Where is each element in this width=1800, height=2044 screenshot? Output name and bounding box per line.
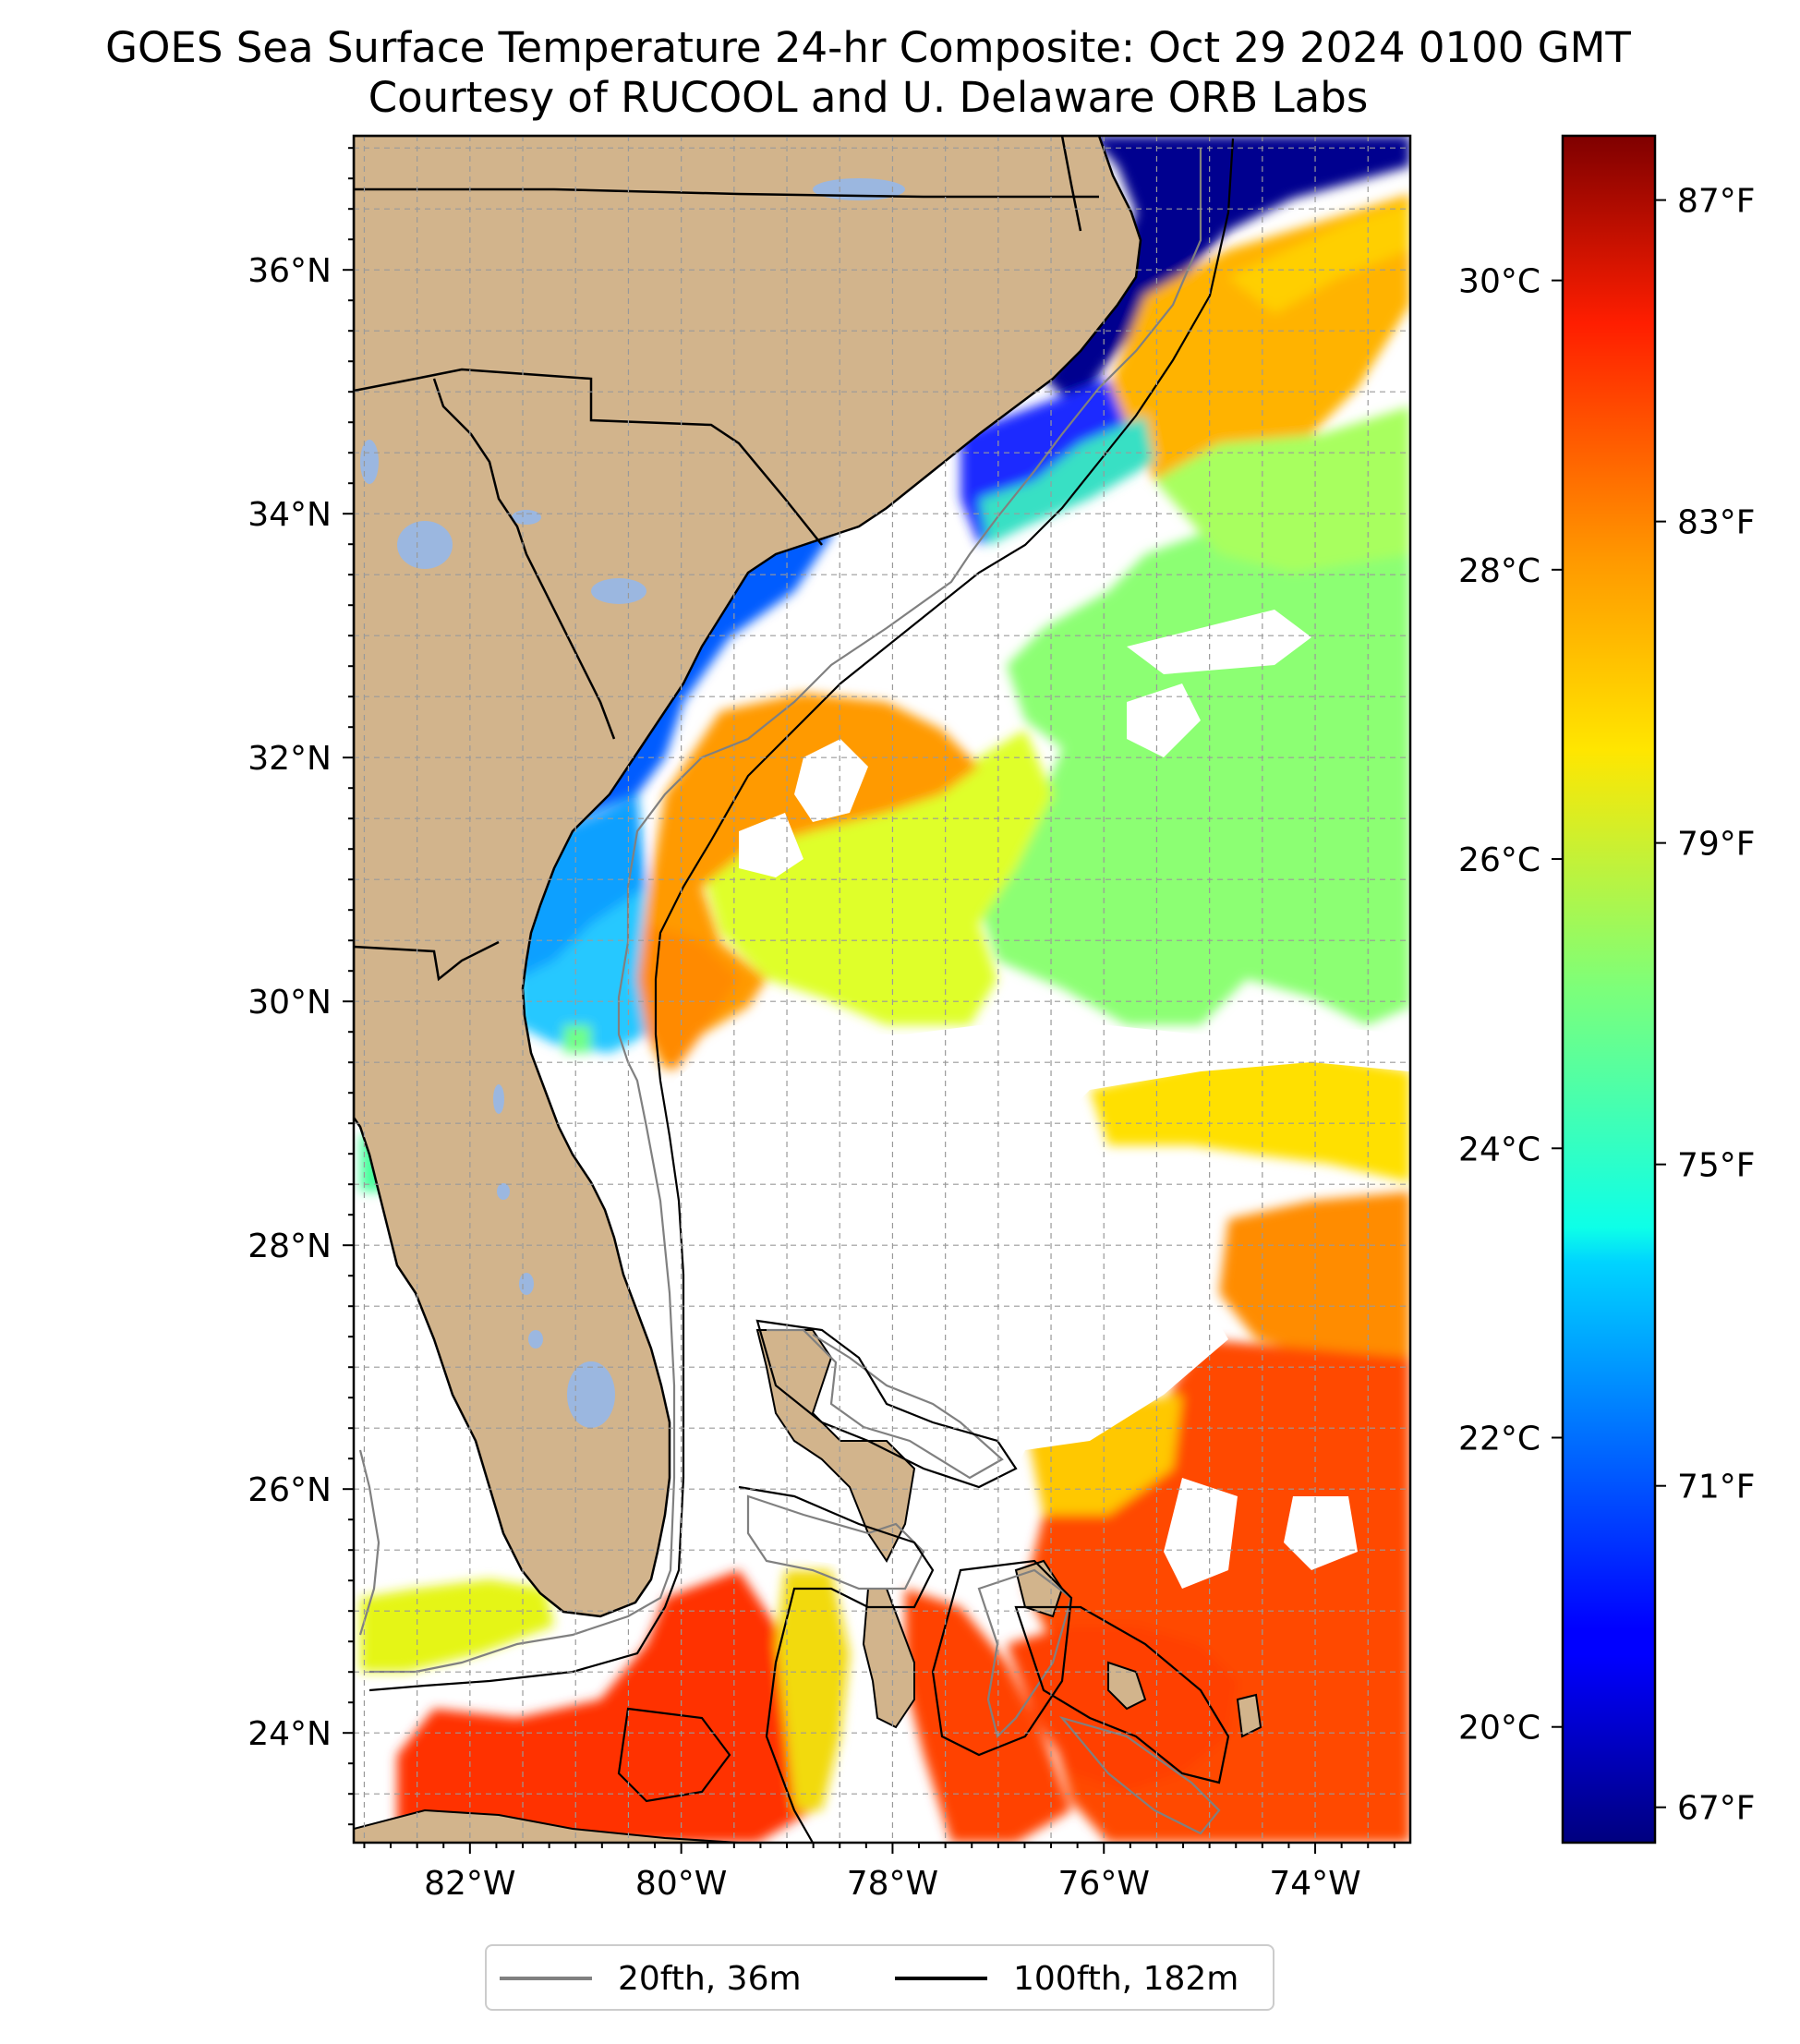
state-borders <box>354 136 1099 982</box>
legend-label-100fth: 100fth, 182m <box>1013 1959 1239 1998</box>
isobath-20fth <box>358 148 1221 1835</box>
lat-tick-label: 24°N <box>248 1715 332 1753</box>
lon-tick-label: 82°W <box>424 1865 515 1903</box>
colorbar-celsius-label: 30°C <box>1458 263 1540 301</box>
colorbar-frame <box>1561 134 1657 1844</box>
isobath-100fth <box>368 138 1235 1843</box>
colorbar: 20°C 22°C 24°C 26°C 28°C 30°C 67°F 71°F 75°F 79°… <box>1458 134 1756 1844</box>
legend-item-100fth: 100fth, 182m <box>895 1946 1238 2011</box>
legend: 20fth, 36m 100fth, 182m <box>485 1944 1274 2011</box>
longitude-axis: 82°W 80°W 78°W 76°W 74°W <box>363 1843 1395 1903</box>
map-frame <box>352 134 1412 1844</box>
lon-tick-label: 76°W <box>1058 1865 1150 1903</box>
legend-item-20fth: 20fth, 36m <box>500 1946 802 2011</box>
legend-swatch-100fth <box>895 1977 987 1980</box>
lat-tick-label: 26°N <box>248 1471 332 1509</box>
map-area <box>354 136 1410 1843</box>
legend-swatch-20fth <box>500 1977 592 1980</box>
colorbar-fahrenheit-label: 75°F <box>1677 1147 1756 1185</box>
lat-tick-label: 36°N <box>248 252 332 290</box>
colorbar-celsius-label: 22°C <box>1458 1420 1540 1457</box>
lon-tick-label: 74°W <box>1269 1865 1360 1903</box>
colorbar-fahrenheit-label: 79°F <box>1677 826 1756 864</box>
lon-tick-label: 78°W <box>847 1865 938 1903</box>
colorbar-fahrenheit-label: 83°F <box>1677 504 1756 542</box>
colorbar-celsius-label: 20°C <box>1458 1710 1540 1748</box>
colorbar-celsius-label: 26°C <box>1458 841 1540 879</box>
colorbar-celsius-label: 28°C <box>1458 552 1540 590</box>
lat-tick-label: 30°N <box>248 984 332 1022</box>
land <box>354 136 1262 1843</box>
colorbar-gradient <box>1563 136 1655 1843</box>
lat-tick-label: 32°N <box>248 740 332 778</box>
colorbar-fahrenheit-ticks: 67°F 71°F 75°F 79°F 83°F 87°F <box>1655 183 1756 1828</box>
lon-tick-label: 80°W <box>635 1865 727 1903</box>
map-title: GOES Sea Surface Temperature 24-hr Compo… <box>105 23 1631 72</box>
lat-tick-label: 34°N <box>248 496 332 534</box>
colorbar-fahrenheit-label: 87°F <box>1677 183 1756 221</box>
colorbar-celsius-label: 24°C <box>1458 1131 1540 1168</box>
colorbar-fahrenheit-label: 67°F <box>1677 1790 1756 1828</box>
map-subtitle: Courtesy of RUCOOL and U. Delaware ORB L… <box>368 73 1369 122</box>
legend-label-20fth: 20fth, 36m <box>618 1959 802 1998</box>
colorbar-fahrenheit-label: 71°F <box>1677 1469 1756 1506</box>
colorbar-celsius-ticks: 20°C 22°C 24°C 26°C 28°C 30°C <box>1458 263 1563 1748</box>
lat-tick-label: 28°N <box>248 1228 332 1265</box>
gridlines <box>354 136 1410 1843</box>
latitude-axis: 24°N 26°N 28°N 30°N 32°N 34°N 36°N <box>248 147 354 1826</box>
